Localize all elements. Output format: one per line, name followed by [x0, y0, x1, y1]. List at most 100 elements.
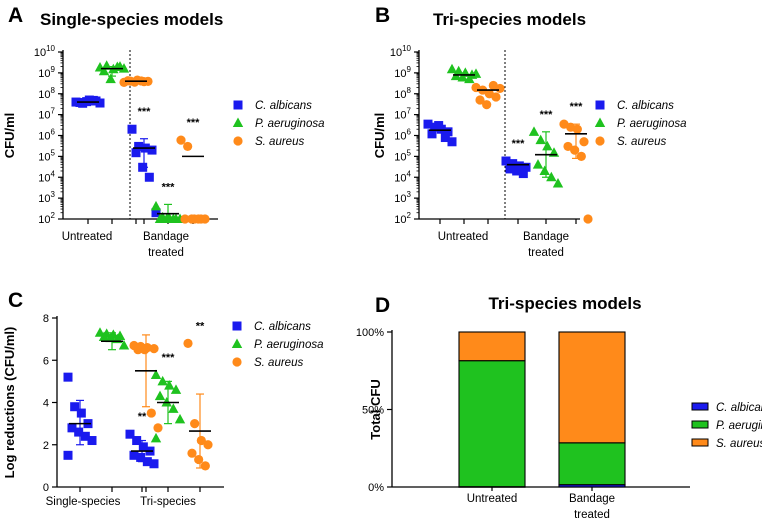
- data-point: [164, 380, 175, 390]
- y-axis-title: Log reductions (CFU/ml): [2, 327, 17, 479]
- data-point: [63, 372, 73, 382]
- legend: C. albicans P. aeruginosa S. aureus: [232, 100, 324, 148]
- data-point: [150, 200, 162, 211]
- data-point: [134, 141, 144, 151]
- data-point: [176, 135, 186, 145]
- panel-c: C Log reductions (CFU/ml) 0 2 4 6 8 Single-spec…: [2, 289, 323, 508]
- data-point: [579, 137, 589, 147]
- y-tick-label: 0: [43, 482, 49, 494]
- data-point: [190, 419, 200, 429]
- data-point: [149, 459, 159, 469]
- data-point: [518, 169, 528, 179]
- data-point: [125, 429, 135, 439]
- data-point: [583, 214, 593, 224]
- panel-title: Tri-species models: [488, 294, 641, 313]
- x-category-label: Bandage treated: [143, 231, 189, 259]
- data-point: [131, 148, 141, 158]
- legend-label: S. aureus: [254, 357, 303, 369]
- panel-letter: C: [8, 289, 23, 312]
- data-point: [63, 450, 73, 460]
- data-point: [200, 214, 210, 224]
- y-tick-label: 107: [38, 107, 55, 122]
- data-point: [174, 413, 186, 424]
- data-point: [142, 457, 152, 467]
- y-tick-label: 105: [38, 148, 55, 163]
- significance-stars: **: [196, 320, 205, 332]
- x-category-label: Untreated: [438, 231, 489, 243]
- significance-stars: ***: [512, 138, 526, 150]
- x-category-label: Tri-species: [140, 496, 196, 508]
- x-category-label: Single-species: [46, 496, 121, 508]
- data-point: [136, 452, 146, 462]
- data-point: [572, 124, 582, 134]
- significance-stars: ***: [540, 109, 554, 121]
- y-tick-label: 103: [38, 190, 55, 205]
- data-point: [138, 162, 148, 172]
- data-point: [491, 92, 501, 102]
- data-point: [88, 95, 98, 105]
- y-tick-label: 8: [43, 313, 49, 325]
- y-axis-title: Total CFU: [368, 379, 383, 439]
- x-category-label: Untreated: [62, 231, 113, 243]
- y-tick-label: 107: [394, 107, 411, 122]
- data-point: [514, 161, 524, 171]
- data-point: [149, 344, 159, 354]
- y-tick-label: 0%: [368, 482, 384, 494]
- legend-label: P. aeruginosa: [617, 118, 686, 130]
- y-tick-label: 6: [43, 355, 49, 367]
- legend: C. albicans P. aeruginosa S. aureus: [231, 321, 323, 369]
- data-point: [539, 165, 550, 175]
- data-point: [98, 65, 110, 76]
- significance-stars: **: [138, 411, 147, 423]
- legend-label: P. aeruginosa: [255, 118, 324, 130]
- data-point: [546, 171, 557, 182]
- data-point: [183, 141, 193, 152]
- legend-swatch: [691, 420, 709, 429]
- data-point: [133, 345, 143, 355]
- legend-label: C. albicans: [716, 402, 762, 414]
- panel-b: B Tri-species models CFU/ml 102 103 104 105 106…: [372, 4, 686, 259]
- data-point: [528, 126, 540, 136]
- legend-label: S. aureus: [617, 136, 666, 148]
- data-point: [151, 208, 161, 218]
- y-tick-label: 2: [43, 440, 49, 452]
- data-point: [576, 151, 586, 161]
- data-point: [157, 375, 168, 386]
- data-point: [196, 435, 206, 446]
- y-tick-label: 108: [394, 86, 411, 101]
- data-point: [161, 213, 172, 223]
- data-point: [194, 454, 204, 465]
- bar-segment: [458, 331, 526, 362]
- legend-marker: [233, 100, 243, 110]
- data-point: [146, 408, 156, 418]
- data-point: [153, 423, 163, 433]
- data-point: [147, 145, 157, 155]
- panel-letter: A: [8, 4, 23, 27]
- data-point: [144, 172, 154, 182]
- data-point: [464, 73, 475, 84]
- y-tick-label: 4: [43, 398, 49, 410]
- data-point: [143, 76, 153, 87]
- significance-stars: ***: [187, 117, 201, 129]
- panel-a: A Single-species models CFU/ml 102 103 104 105…: [2, 4, 324, 259]
- data-point: [521, 162, 531, 172]
- data-point: [168, 403, 179, 413]
- data-point: [570, 145, 580, 155]
- data-point: [446, 63, 458, 74]
- panel-letter: B: [375, 4, 390, 27]
- data-point: [187, 448, 197, 458]
- legend-marker: [231, 338, 243, 348]
- y-axis-title: CFU/ml: [372, 113, 387, 159]
- significance-stars: ***: [570, 101, 584, 113]
- data-point: [154, 390, 166, 401]
- data-point: [427, 129, 437, 139]
- data-point: [535, 134, 546, 145]
- y-tick-label: 100%: [356, 327, 384, 339]
- significance-stars: ***: [162, 181, 176, 193]
- data-point: [203, 440, 213, 450]
- legend-marker: [594, 117, 606, 127]
- significance-stars: ***: [162, 352, 176, 364]
- y-tick-label: 104: [38, 169, 55, 184]
- x-category-label: Bandage treated: [569, 493, 615, 521]
